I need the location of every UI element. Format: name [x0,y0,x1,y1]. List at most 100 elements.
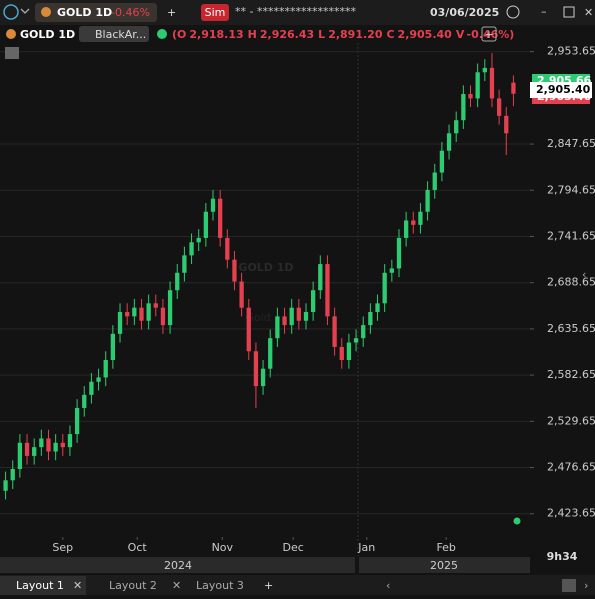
candle-body [146,303,151,321]
candle-body [246,307,251,352]
tab[interactable]: Layout 2 [109,579,157,592]
candle-body [110,333,116,360]
tab-close[interactable]: ✕ [73,579,82,592]
candle-body [296,307,301,321]
candle-body [232,259,237,282]
scroll-box[interactable] [562,579,576,592]
close[interactable]: ✕ [584,6,593,19]
scroll-arrow[interactable]: ‹ [582,268,586,281]
x-tick-label: Feb [436,541,455,554]
x-tick-label: Dec [282,541,303,554]
candle-body [282,316,287,326]
candle-body [225,237,230,260]
candle-body [368,312,373,326]
candle-body [268,338,273,369]
symbol-icon [41,7,51,17]
candle-body [332,316,337,347]
candle-body [504,115,509,134]
connection-dot [513,517,521,525]
tab[interactable]: Layout 3 [196,579,244,592]
candle-body [454,120,459,134]
watermark-sub: Gold [245,311,270,324]
candle-body [74,407,80,435]
l: 2,891.20 [328,28,383,41]
add-indicator-plus: + [484,28,493,41]
candle-body [496,98,502,116]
x-tick-label: Sep [52,541,73,554]
candle-body [346,342,352,360]
add-tab[interactable]: + [167,6,176,19]
y-tick-label: 2,582.65 [547,368,595,381]
symbol: GOLD 1D [57,6,112,19]
candle-body [39,438,44,448]
tab-active[interactable] [0,576,86,595]
candle-body [103,359,108,378]
c-label: C [386,28,394,41]
candle-body [461,94,466,121]
candle-body [67,434,73,448]
candle-body [3,480,8,491]
y-tick-label: 2,688.65 [547,276,595,289]
year: 2024 [164,559,192,572]
candle-body [403,220,409,238]
tab-close[interactable]: ✕ [172,579,181,592]
candle-body [511,82,516,94]
toolbar-icon[interactable] [5,47,19,59]
menu-icon[interactable] [506,5,520,19]
clock-icon[interactable] [3,4,19,20]
candle-body [361,325,366,339]
tab-bar [0,575,595,595]
status-dot [157,29,167,39]
candle-body [53,442,58,452]
tag-last-text: 2,905.40 [536,83,591,96]
candle-body [468,94,473,99]
date: 03/06/2025 [430,6,499,19]
plot-area [0,43,530,556]
candle-body [382,272,387,304]
c: 2,905.40 [398,28,453,41]
y-tick-label: 2,741.65 [547,229,595,242]
year: 2025 [430,559,458,572]
candle-body [475,72,480,99]
tab[interactable]: Layout 1 [16,579,64,592]
h: 2,926.43 [260,28,314,41]
minimize[interactable]: – [541,5,547,18]
x-tick-label: Nov [212,541,234,554]
symbol-tab[interactable] [35,3,157,22]
v-label: V [456,28,465,41]
sim: Sim [205,6,226,19]
candle-body [311,290,316,313]
maximize[interactable] [563,6,575,18]
add-layout[interactable]: + [264,579,273,592]
candle-body [132,307,137,317]
candle-body [89,381,94,395]
candle-body [239,281,244,308]
candle-body [411,220,416,225]
candle-body [24,442,30,456]
sim-badge[interactable] [201,4,229,21]
l-label: L [318,28,325,41]
y-tick-label: 2,423.65 [547,507,595,520]
candle-body [446,133,452,151]
candle-body [203,211,208,238]
x-tick-label: Oct [128,541,148,554]
dropdown-icon[interactable] [20,8,30,14]
tag-last [530,82,592,98]
v: -0.46% [467,28,510,41]
indicator-badge[interactable] [79,26,149,42]
candle-body [182,255,187,273]
candle-body [418,211,423,225]
scroll-right[interactable]: › [584,579,588,592]
candle-body [275,316,280,339]
candle-body [389,268,394,273]
legend-values: (O 2,918.13 H 2,926.43 L 2,891.20 C 2,905.40 V -0… [172,28,514,41]
add-indicator[interactable] [481,26,497,42]
clock: 9h34 [547,550,578,563]
candle-body [189,242,194,256]
candle-body [439,150,445,173]
scroll-left[interactable]: ‹ [386,579,390,592]
y-tick-label: 2,635.65 [547,322,595,335]
candle-body [260,368,266,387]
candle-body [396,237,402,269]
candle-body [375,303,380,313]
